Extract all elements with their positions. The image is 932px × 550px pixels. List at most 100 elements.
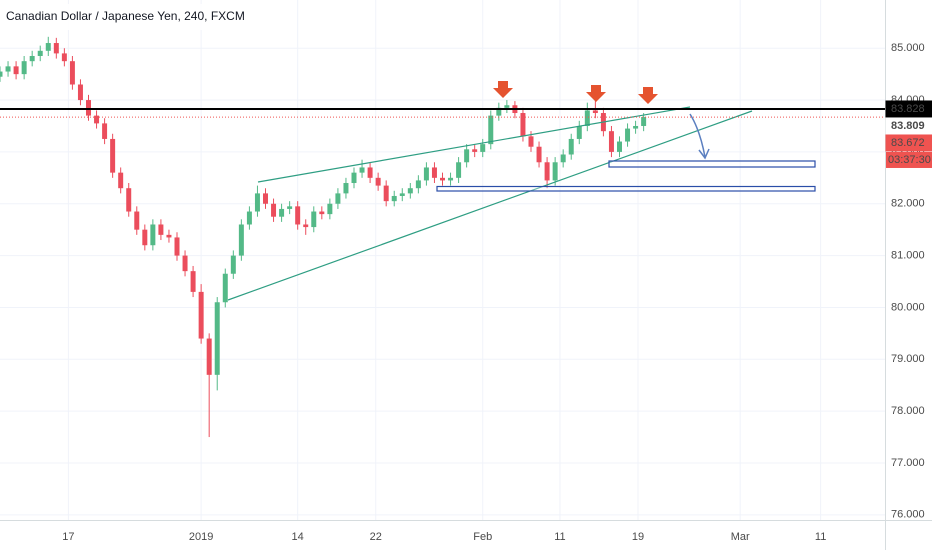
candle-body [45,43,51,51]
candle-body [142,229,148,246]
candle-body [343,183,349,194]
y-tick-label: 79.000 [891,353,925,365]
top-marker[interactable] [493,81,513,98]
axes: 76.000 77.000 78.000 79.000 80.000 81.000 82.0… [62,42,932,543]
candle-body [415,180,421,189]
price-axis-bg [885,0,932,550]
candle-body [287,206,293,209]
projection-arrow[interactable] [689,113,706,158]
grid [0,0,885,520]
candle-body [584,110,590,126]
candle-body [150,224,156,246]
candle-body [21,61,27,75]
candle-body [319,211,325,215]
y-tick-label: 78.000 [891,405,925,417]
trend-line[interactable] [227,110,753,301]
top-marker[interactable] [586,85,606,102]
candle-body [407,188,413,194]
y-tick-label: 85.000 [891,42,925,54]
candle-body [158,224,164,235]
y-tick-label: 81.000 [891,249,925,261]
candle-body [190,271,196,292]
candle-body [399,193,405,196]
candle-body [118,172,124,189]
zone-rect[interactable] [436,185,816,192]
candle-body [94,115,100,124]
x-tick-label: 2019 [189,531,213,543]
x-tick-label: Feb [473,531,492,543]
candle-body [303,224,309,228]
candle-body [423,167,429,181]
candle-body [29,55,35,62]
candle-body [440,177,445,181]
candle-body [13,66,19,75]
trend-line[interactable] [257,106,691,183]
candle-body [633,125,639,129]
price-label-bg [885,100,932,118]
candle-body [110,138,116,173]
candle-body [496,107,502,116]
candle-body [359,167,365,173]
candle-body [246,211,252,225]
arrow-head [698,148,710,160]
y-tick-label: 76.000 [891,509,925,521]
price-label: 83.809 [891,120,925,132]
candle-body [271,203,277,217]
candle-body [182,255,188,272]
candle-body [206,338,212,375]
candle-body [311,211,317,228]
title-bg [0,4,252,30]
chart-title: Canadian Dollar / Japanese Yen, 240, FXC… [6,9,245,23]
x-tick-label: 14 [292,531,304,543]
candle-body [254,193,260,212]
candle-body [504,105,510,108]
candle-body [238,224,244,256]
candle-body [536,146,542,163]
candles [0,36,647,438]
candle-body [625,128,631,142]
y-tick-label: 80.000 [891,301,925,313]
candle-body [263,193,268,204]
candle-body [592,110,598,114]
candle-body [335,193,341,204]
candle-body [383,185,389,202]
x-tick-label: 11 [554,531,565,543]
candle-body [431,167,437,178]
time-axis-bg [0,520,932,550]
candle-body [37,50,43,56]
price-label-bg [885,117,932,135]
top-marker[interactable] [638,87,658,104]
candle-body [520,113,526,137]
candle-body [456,162,462,178]
candle-body [641,117,647,126]
candle-body [222,273,228,303]
candle-body [327,203,333,215]
x-tick-label: 11 [815,531,826,543]
candle-body [464,149,470,163]
candle-body [0,71,3,77]
candle-body [608,131,614,152]
candle-body [295,206,301,225]
price-lines [0,107,885,118]
x-tick-label: Mar [731,531,750,543]
price-label: 83.672 [891,137,925,149]
candle-body [61,53,67,62]
candle-body [126,188,132,212]
candle-body [279,208,285,217]
candle-body [134,211,140,230]
candle-body [544,162,550,181]
drawings [227,81,816,301]
candle-body [86,100,91,116]
countdown-bg [886,151,932,168]
candle-body [5,66,11,72]
candle-body [568,138,574,155]
candle-body [448,177,454,181]
candle-body [102,123,108,139]
y-tick-label: 82.000 [891,198,925,210]
candle-body [391,195,397,202]
candle-body [552,162,558,181]
candle-body [166,234,172,238]
candle-body [375,177,381,186]
zone-rect[interactable] [608,160,816,168]
